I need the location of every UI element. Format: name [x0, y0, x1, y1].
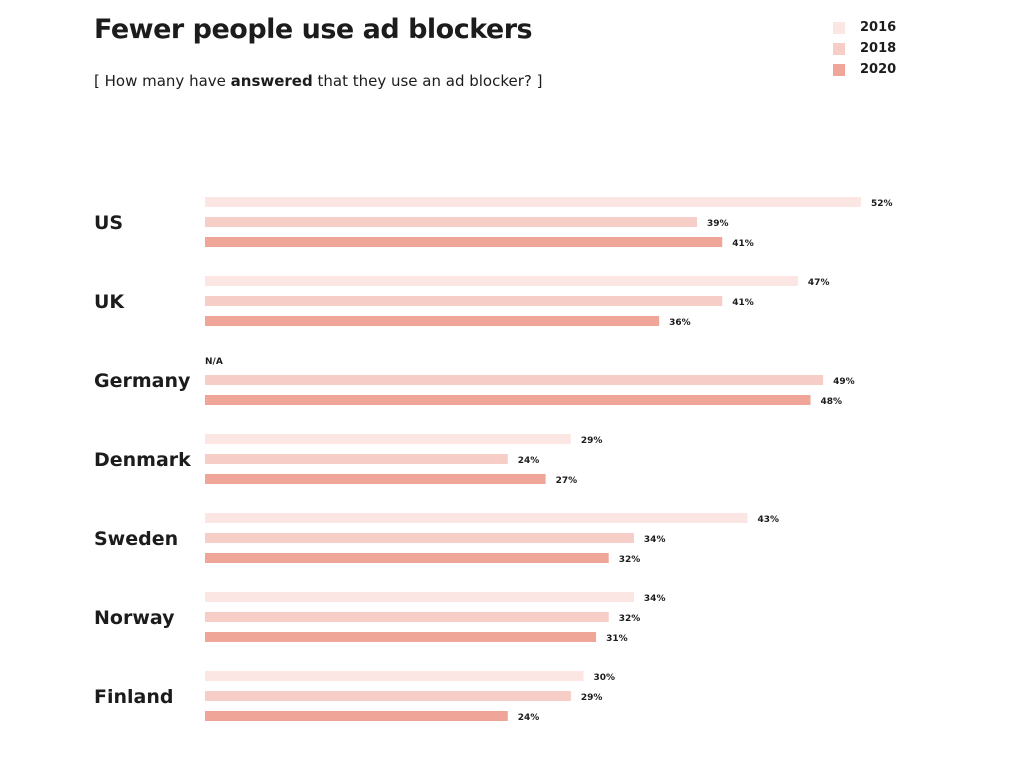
legend-swatch — [833, 21, 845, 34]
data-label: 34% — [644, 535, 666, 545]
category-label: Norway — [94, 607, 175, 629]
bar-norway-2020 — [205, 632, 597, 642]
bar-uk-2018 — [205, 296, 723, 306]
data-label: 27% — [556, 476, 578, 486]
bar-uk-2020 — [205, 316, 660, 326]
data-label: 48% — [821, 397, 843, 407]
legend-item-2016: 2016 — [833, 17, 896, 38]
data-label: 31% — [606, 634, 628, 644]
missing-label: N/A — [205, 357, 223, 367]
data-label: 29% — [581, 693, 603, 703]
bar-norway-2016 — [205, 592, 634, 602]
bar-finland-2016 — [205, 671, 584, 681]
subtitle-bold: answered — [230, 72, 313, 90]
bar-uk-2016 — [205, 276, 798, 286]
bar-denmark-2018 — [205, 454, 508, 464]
bar-denmark-2020 — [205, 474, 546, 484]
data-label: 30% — [593, 673, 615, 683]
bar-sweden-2018 — [205, 533, 634, 543]
data-label: 36% — [669, 318, 691, 328]
data-label: 34% — [644, 594, 666, 604]
category-label: Finland — [94, 686, 173, 708]
bar-us-2016 — [205, 197, 861, 207]
data-label: 41% — [732, 239, 754, 249]
data-label: 39% — [707, 219, 729, 229]
data-label: 41% — [732, 298, 754, 308]
bar-sweden-2016 — [205, 513, 748, 523]
bar-us-2018 — [205, 217, 697, 227]
legend-swatch — [833, 42, 845, 55]
data-label: 29% — [581, 436, 603, 446]
data-label: 24% — [518, 713, 540, 723]
subtitle-text: [ How many have — [94, 72, 231, 90]
bar-sweden-2020 — [205, 553, 609, 563]
data-label: 43% — [757, 515, 779, 525]
legend: 2016 2018 2020 — [833, 17, 896, 80]
legend-swatch — [833, 63, 845, 76]
data-label: 52% — [871, 199, 893, 209]
legend-label: 2016 — [860, 20, 897, 35]
bar-germany-2020 — [205, 395, 811, 405]
legend-label: 2018 — [860, 41, 897, 56]
legend-item-2020: 2020 — [833, 59, 896, 80]
legend-item-2018: 2018 — [833, 38, 896, 59]
chart-subtitle: [ How many have answered that they use a… — [94, 72, 543, 90]
bar-denmark-2016 — [205, 434, 571, 444]
data-label: 49% — [833, 377, 855, 387]
chart-title: Fewer people use ad blockers — [94, 14, 533, 45]
bar-germany-2018 — [205, 375, 824, 385]
data-label: 32% — [619, 614, 641, 624]
data-label: 24% — [518, 456, 540, 466]
subtitle-text-end: that they use an ad blocker? ] — [312, 72, 543, 90]
data-label: 32% — [619, 555, 641, 565]
category-label: UK — [94, 291, 125, 313]
category-label: Sweden — [94, 528, 178, 550]
legend-label: 2020 — [860, 62, 897, 77]
category-label: Germany — [94, 370, 191, 392]
category-label: Denmark — [94, 449, 191, 471]
bar-us-2020 — [205, 237, 723, 247]
category-label: US — [94, 212, 123, 234]
bar-finland-2018 — [205, 691, 571, 701]
data-label: 47% — [808, 278, 830, 288]
bar-finland-2020 — [205, 711, 508, 721]
bar-norway-2018 — [205, 612, 609, 622]
